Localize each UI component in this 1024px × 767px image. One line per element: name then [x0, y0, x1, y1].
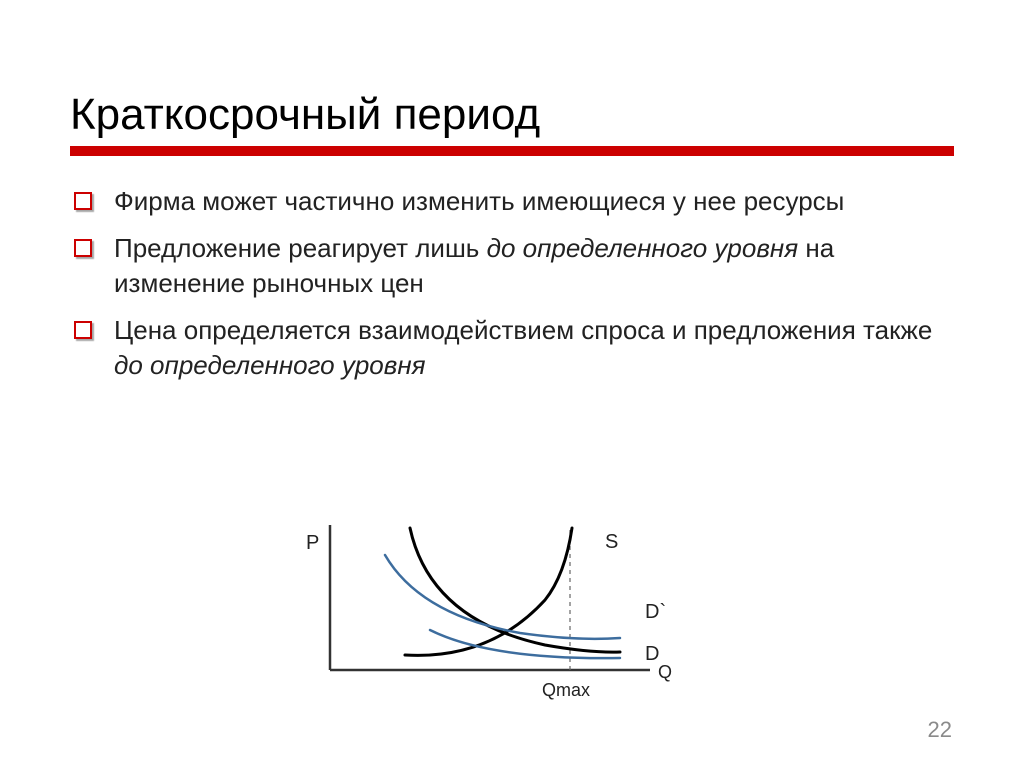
curve-label-Dprime: D`: [645, 601, 666, 623]
bullet-text-italic: до определенного уровня: [487, 233, 799, 263]
bullet-item: Фирма может частично изменить имеющиеся …: [70, 184, 954, 219]
title-underline: [70, 146, 954, 156]
page-number: 22: [928, 717, 952, 743]
curve-label-S: S: [605, 531, 618, 553]
slide-title: Краткосрочный период: [70, 90, 954, 140]
axis-label-p: P: [306, 532, 319, 554]
bullet-text-pre: Предложение реагирует лишь: [114, 233, 487, 263]
bullet-text-italic: до определенного уровня: [114, 350, 426, 380]
supply-demand-chart: SD`DPQQmax: [290, 520, 770, 710]
bullet-square-icon: [74, 239, 92, 257]
bullet-square-icon: [74, 192, 92, 210]
axis-label-qmax: Qmax: [542, 680, 590, 700]
bullet-list: Фирма может частично изменить имеющиеся …: [70, 184, 954, 383]
bullet-text-pre: Цена определяется взаимодействием спроса…: [114, 315, 932, 345]
bullet-item: Предложение реагирует лишь до определенн…: [70, 231, 954, 301]
bullet-square-icon: [74, 321, 92, 339]
bullet-text-pre: Фирма может частично изменить имеющиеся …: [114, 186, 844, 216]
bullet-item: Цена определяется взаимодействием спроса…: [70, 313, 954, 383]
axis-label-q: Q: [658, 662, 672, 682]
